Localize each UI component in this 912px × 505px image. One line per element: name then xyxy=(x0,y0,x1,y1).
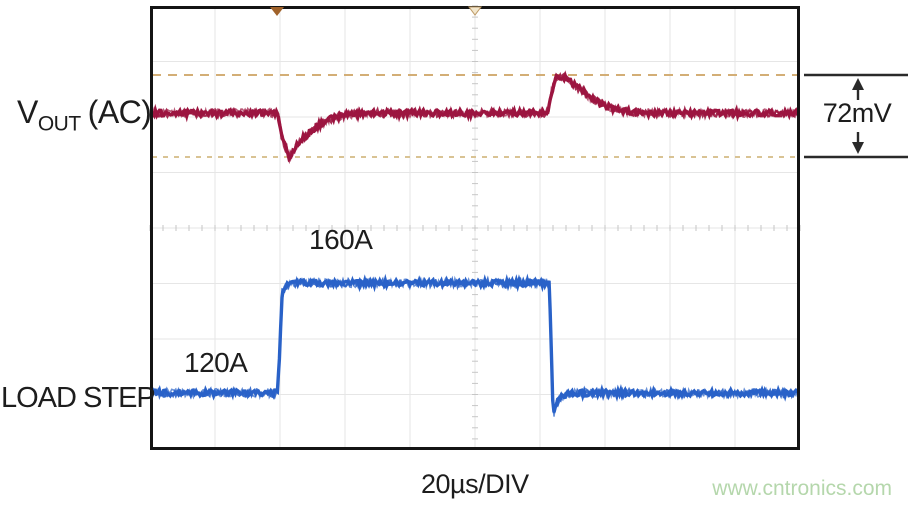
timebase-label: 20µs/DIV xyxy=(421,469,529,499)
vout-subscript: OUT xyxy=(37,112,81,136)
watermark: www.cntronics.com xyxy=(712,477,892,500)
vout-label: VOUT (AC) xyxy=(17,94,152,136)
delta-v-annotation xyxy=(804,73,908,159)
delta-v-value: 72mV xyxy=(822,98,892,128)
center-axes-ticks xyxy=(149,5,801,440)
low-current-label: 120A xyxy=(184,347,248,378)
high-current-label: 160A xyxy=(309,224,373,255)
vout-symbol: V xyxy=(17,94,38,130)
trigger-marker xyxy=(270,7,284,16)
center-marker xyxy=(468,6,482,16)
vout-coupling: (AC) xyxy=(87,94,152,130)
load-step-label: LOAD STEP xyxy=(1,382,156,414)
trace-layer xyxy=(152,70,798,417)
